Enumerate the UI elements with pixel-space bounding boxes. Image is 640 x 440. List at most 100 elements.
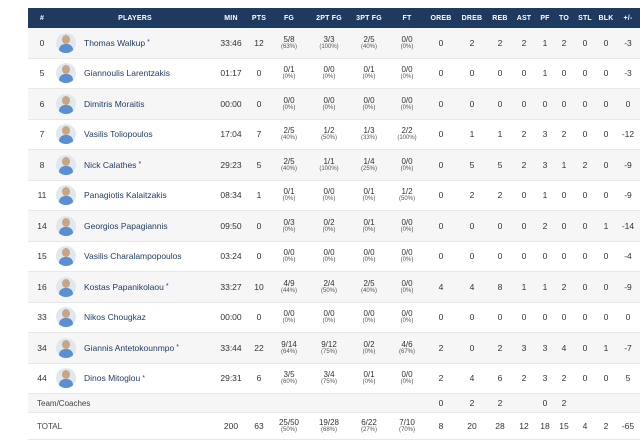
player-number: 34: [28, 332, 56, 364]
fg3: 0/1 (0%): [350, 363, 388, 394]
player-name-link[interactable]: Panagiotis Kalaitzakis: [84, 190, 167, 201]
player-name-link[interactable]: Thomas Walkup: [84, 37, 146, 48]
fg-pct: (40%): [280, 165, 297, 172]
stat-to: 0: [554, 302, 574, 333]
player-cell: Panagiotis Kalaitzakis: [56, 180, 214, 211]
fg2: 0/0 (0%): [308, 58, 350, 89]
fg2: 3/4 (75%): [308, 363, 350, 394]
player-name-link[interactable]: Dinos Mitoglou: [84, 373, 141, 384]
col-header-13[interactable]: TO: [554, 8, 574, 28]
player-name-link[interactable]: Dimitris Moraitis: [84, 98, 145, 109]
fg: 2/5 (40%): [270, 149, 308, 181]
stat-to: 4: [554, 332, 574, 364]
stat-oreb: 0: [426, 302, 456, 333]
minutes: 29:23: [214, 149, 248, 181]
fg3-made: 0/1: [363, 217, 375, 227]
col-header-1[interactable]: PLAYERS: [56, 8, 214, 28]
player-row: 8 Nick Calathes * 29:23 5 2/5 (40%) 1/1 (100%) 1/…: [28, 149, 640, 181]
col-header-5[interactable]: 2PT FG: [308, 8, 350, 28]
fg-made: 4/9: [283, 278, 295, 288]
player-avatar-icon: [56, 215, 76, 236]
fg2-made: 1/2: [323, 126, 335, 136]
starter-star-icon: *: [142, 374, 145, 382]
ft-made: 0/0: [401, 95, 413, 105]
fg-pct: (0%): [282, 196, 296, 203]
points: 0: [248, 88, 270, 120]
stat-pf: 1: [536, 58, 554, 89]
stat-pm: 0: [616, 302, 640, 333]
col-header-15[interactable]: BLK: [596, 8, 616, 28]
stat-pf: 3: [536, 119, 554, 150]
col-header-14[interactable]: STL: [574, 8, 596, 28]
fg3: 1/3 (33%): [350, 119, 388, 150]
player-name-link[interactable]: Nick Calathes: [84, 159, 137, 170]
minutes: 08:34: [214, 180, 248, 211]
stat-stl: 0: [574, 363, 596, 394]
fg: 0/1 (0%): [270, 180, 308, 211]
stat-stl: 0: [574, 28, 596, 59]
points: 22: [248, 332, 270, 364]
player-number: 44: [28, 363, 56, 394]
col-header-6[interactable]: 3PT FG: [350, 8, 388, 28]
col-header-10[interactable]: REB: [488, 8, 512, 28]
team-to: 2: [554, 393, 574, 413]
player-name-link[interactable]: Kostas Papanikolaou: [84, 281, 164, 292]
col-header-0[interactable]: #: [28, 8, 56, 28]
col-header-11[interactable]: AST: [512, 8, 536, 28]
fg2-pct: (0%): [322, 226, 336, 233]
player-name-link[interactable]: Vasilis Charalampopoulos: [84, 251, 182, 262]
stat-reb: 6: [488, 363, 512, 394]
fg3: 0/1 (0%): [350, 210, 388, 242]
fg2-pct: (50%): [320, 287, 337, 294]
stat-stl: 0: [574, 271, 596, 303]
stat-pm: -14: [616, 210, 640, 242]
col-header-9[interactable]: DREB: [456, 8, 488, 28]
player-name-link[interactable]: Giannis Antetokounmpo: [84, 342, 175, 353]
col-header-3[interactable]: PTS: [248, 8, 270, 28]
player-row: 44 Dinos Mitoglou * 29:31 6 3/5 (60%) 3/4 (75%) 0…: [28, 363, 640, 394]
fg-pct: (44%): [280, 287, 297, 294]
player-name-link[interactable]: Vasilis Toliopoulos: [84, 129, 153, 140]
col-header-12[interactable]: PF: [536, 8, 554, 28]
fg: 9/14 (64%): [270, 332, 308, 364]
stat-reb: 1: [488, 119, 512, 150]
stat-dreb: 0: [456, 58, 488, 89]
col-header-7[interactable]: FT: [388, 8, 426, 28]
fg-pct: (60%): [280, 379, 297, 386]
col-header-16[interactable]: +/-: [616, 8, 640, 28]
player-row: 34 Giannis Antetokounmpo * 33:44 22 9/14 (64%)…: [28, 332, 640, 364]
player-avatar-icon: [56, 93, 76, 114]
col-header-2[interactable]: MIN: [214, 8, 248, 28]
fg-made: 2/5: [283, 126, 295, 136]
stat-stl: 0: [574, 332, 596, 364]
fg3-made: 0/1: [363, 187, 375, 197]
fg2: 9/12 (75%): [308, 332, 350, 364]
player-name-link[interactable]: Giannoulis Larentzakis: [84, 68, 170, 79]
stat-stl: 0: [574, 302, 596, 333]
player-avatar-icon: [56, 124, 76, 145]
stat-stl: 0: [574, 180, 596, 211]
fg2-pct: (0%): [322, 196, 336, 203]
ft-made: 0/0: [401, 309, 413, 319]
stat-to: 0: [554, 88, 574, 120]
fg-pct: (0%): [282, 74, 296, 81]
col-header-4[interactable]: FG: [270, 8, 308, 28]
player-cell: Giannoulis Larentzakis: [56, 58, 214, 89]
col-header-8[interactable]: OREB: [426, 8, 456, 28]
fg2: 0/2 (0%): [308, 210, 350, 242]
player-cell: Georgios Papagiannis: [56, 210, 214, 242]
ft-made: 1/2: [401, 187, 413, 197]
player-number: 7: [28, 119, 56, 150]
fg: 3/5 (60%): [270, 363, 308, 394]
fg3-pct: (0%): [362, 318, 376, 325]
minutes: 33:46: [214, 28, 248, 59]
stat-pm: -12: [616, 119, 640, 150]
ft-pct: (0%): [400, 226, 414, 233]
fg: 5/8 (63%): [270, 28, 308, 59]
player-name-link[interactable]: Georgios Papagiannis: [84, 220, 168, 231]
minutes: 00:00: [214, 88, 248, 120]
stat-stl: 0: [574, 58, 596, 89]
stat-dreb: 0: [456, 302, 488, 333]
player-name-link[interactable]: Nikos Chougkaz: [84, 312, 146, 323]
fg-pct: (0%): [282, 226, 296, 233]
